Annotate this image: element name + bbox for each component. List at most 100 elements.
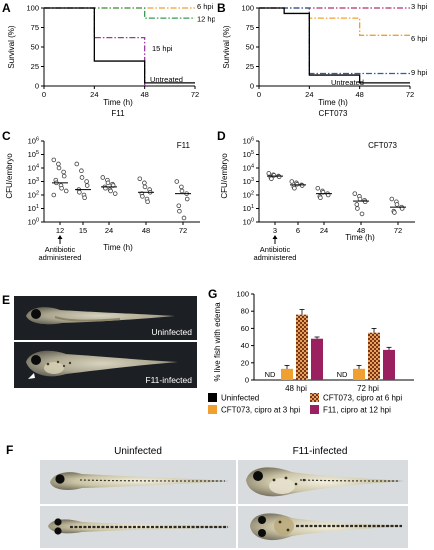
d-ytick-label: 104 [243, 164, 254, 173]
c-point [177, 208, 182, 214]
b-axes: 0 25 50 75 100 0 24 48 72 [241, 4, 414, 100]
g-ytick-label: 0 [245, 376, 249, 385]
c-point [56, 161, 61, 167]
c-point [84, 183, 90, 188]
g-legend-swatch [310, 405, 319, 414]
d-ytick-exponent: 0 [251, 218, 254, 224]
b-ytick-label: 100 [241, 4, 254, 13]
d-ytick-label: 106 [243, 137, 254, 146]
d-ytick-exponent: 4 [251, 164, 254, 170]
a-ytick-label: 75 [31, 23, 39, 32]
g-bar [311, 338, 323, 380]
d-ytick-label: 100 [243, 218, 254, 227]
b-xtick-label: 0 [257, 90, 261, 99]
c-point [140, 194, 145, 199]
c-ytick-exponent: 0 [36, 218, 39, 224]
c-annotation-line: Antibiotic [45, 245, 76, 254]
chart-g-svg: G % live fish with edema 0 20 40 60 80 100 ND… [208, 287, 414, 415]
c-point [59, 185, 64, 191]
a-ytick-label: 100 [26, 4, 39, 13]
panel-g: G % live fish with edema 0 20 40 60 80 100 ND… [206, 284, 434, 439]
d-point [392, 210, 397, 215]
g-bar [383, 349, 395, 380]
d-points [266, 171, 406, 217]
c-ytick-base: 10 [28, 191, 36, 200]
c-point [100, 175, 106, 180]
d-ytick-exponent: 6 [251, 137, 254, 143]
d-ytick-base: 10 [243, 204, 251, 213]
b-ytick-label: 25 [246, 62, 254, 71]
b-xlabel: Time (h) [318, 98, 348, 107]
b-series-label-untreated: Untreated [331, 78, 364, 87]
c-point [145, 199, 150, 205]
c-xtick-label: 12 [56, 226, 64, 235]
c-ytick-label: 104 [28, 164, 39, 173]
g-ytick-label: 40 [241, 341, 249, 350]
c-point [137, 176, 143, 182]
c-annotation: Antibiotic administered [39, 245, 82, 262]
chart-c-svg: C CFU/embryo F11 10010110210310410510612… [2, 129, 200, 262]
c-ytick-label: 106 [28, 137, 39, 146]
panel-label-d: D [217, 129, 226, 143]
c-point [77, 190, 82, 195]
f-embryo-infected-dorsal [250, 513, 404, 541]
d-point [362, 199, 368, 205]
c-point [56, 165, 62, 171]
c-point [174, 179, 180, 184]
c-title: F11 [177, 141, 191, 150]
g-nd-label: ND [337, 370, 348, 379]
c-ytick-base: 10 [28, 164, 36, 173]
panel-a: A Survival (%) 0 25 50 75 100 0 24 48 72 6 hpi 1… [0, 0, 215, 120]
d-ytick-exponent: 3 [251, 177, 254, 183]
a-ytick-label: 25 [31, 62, 39, 71]
c-point [105, 180, 111, 186]
panel-label-a: A [2, 1, 11, 15]
a-xtick-label: 48 [140, 90, 148, 99]
d-ytick-label: 103 [243, 177, 254, 186]
c-point [61, 169, 66, 175]
b-series-line [259, 7, 410, 84]
b-series-label-9hpi: 9 hpi [411, 68, 428, 77]
c-xtick-label: 24 [105, 226, 113, 235]
panel-b: B Survival (%) 0 25 50 75 100 0 24 48 72 3 hpi 6… [215, 0, 434, 120]
b-series-line [259, 7, 410, 36]
b-xtick-label: 48 [355, 90, 363, 99]
d-xtick-label: 72 [394, 226, 402, 235]
c-point [181, 215, 187, 221]
d-xtick-label: 6 [296, 226, 300, 235]
g-ytick-label: 60 [241, 324, 249, 333]
g-bar [353, 368, 365, 380]
d-point [352, 191, 358, 196]
f-embryo-infected-lateral [246, 467, 404, 497]
c-point [63, 188, 69, 194]
e-embryo-infected [26, 350, 178, 377]
g-legend-swatch [208, 393, 217, 402]
f-header-uninfected: Uninfected [114, 446, 162, 457]
g-legend-label: CFT073, cipro at 6 hpi [323, 394, 402, 403]
a-series-label-12hpi: 12 hpi [197, 14, 215, 23]
d-xtick-label: 24 [320, 226, 328, 235]
a-xlabel: Time (h) [103, 98, 133, 107]
c-ytick-label: 101 [28, 204, 39, 213]
e-embryo-uninfected [26, 307, 175, 325]
g-ylabel: % live fish with edema [213, 302, 222, 382]
panel-f: F Uninfected F11-infected [0, 440, 434, 550]
a-series-label-6hpi: 6 hpi [197, 2, 214, 11]
panel-d: D CFU/embryo CFT073 100 101 102 103 104 105 10… [215, 128, 434, 278]
d-ytick-base: 10 [243, 191, 251, 200]
a-ytick-label: 50 [31, 43, 39, 52]
c-point [142, 180, 147, 186]
c-annotation-line: administered [39, 253, 82, 262]
b-xtick-label: 24 [305, 90, 313, 99]
c-xlabel: Time (h) [103, 243, 133, 252]
c-point [74, 161, 80, 167]
a-xsublabel: F11 [111, 109, 125, 118]
chart-b-svg: B Survival (%) 0 25 50 75 100 0 24 48 72 3 hpi 6… [217, 1, 428, 118]
a-series-line [44, 7, 195, 19]
d-ytick-base: 10 [243, 218, 251, 227]
c-point [142, 184, 148, 190]
g-legend-label: F11, cipro at 12 hpi [323, 406, 391, 415]
a-axes: 0 25 50 75 100 0 24 48 72 [26, 4, 199, 100]
d-point [389, 196, 395, 202]
